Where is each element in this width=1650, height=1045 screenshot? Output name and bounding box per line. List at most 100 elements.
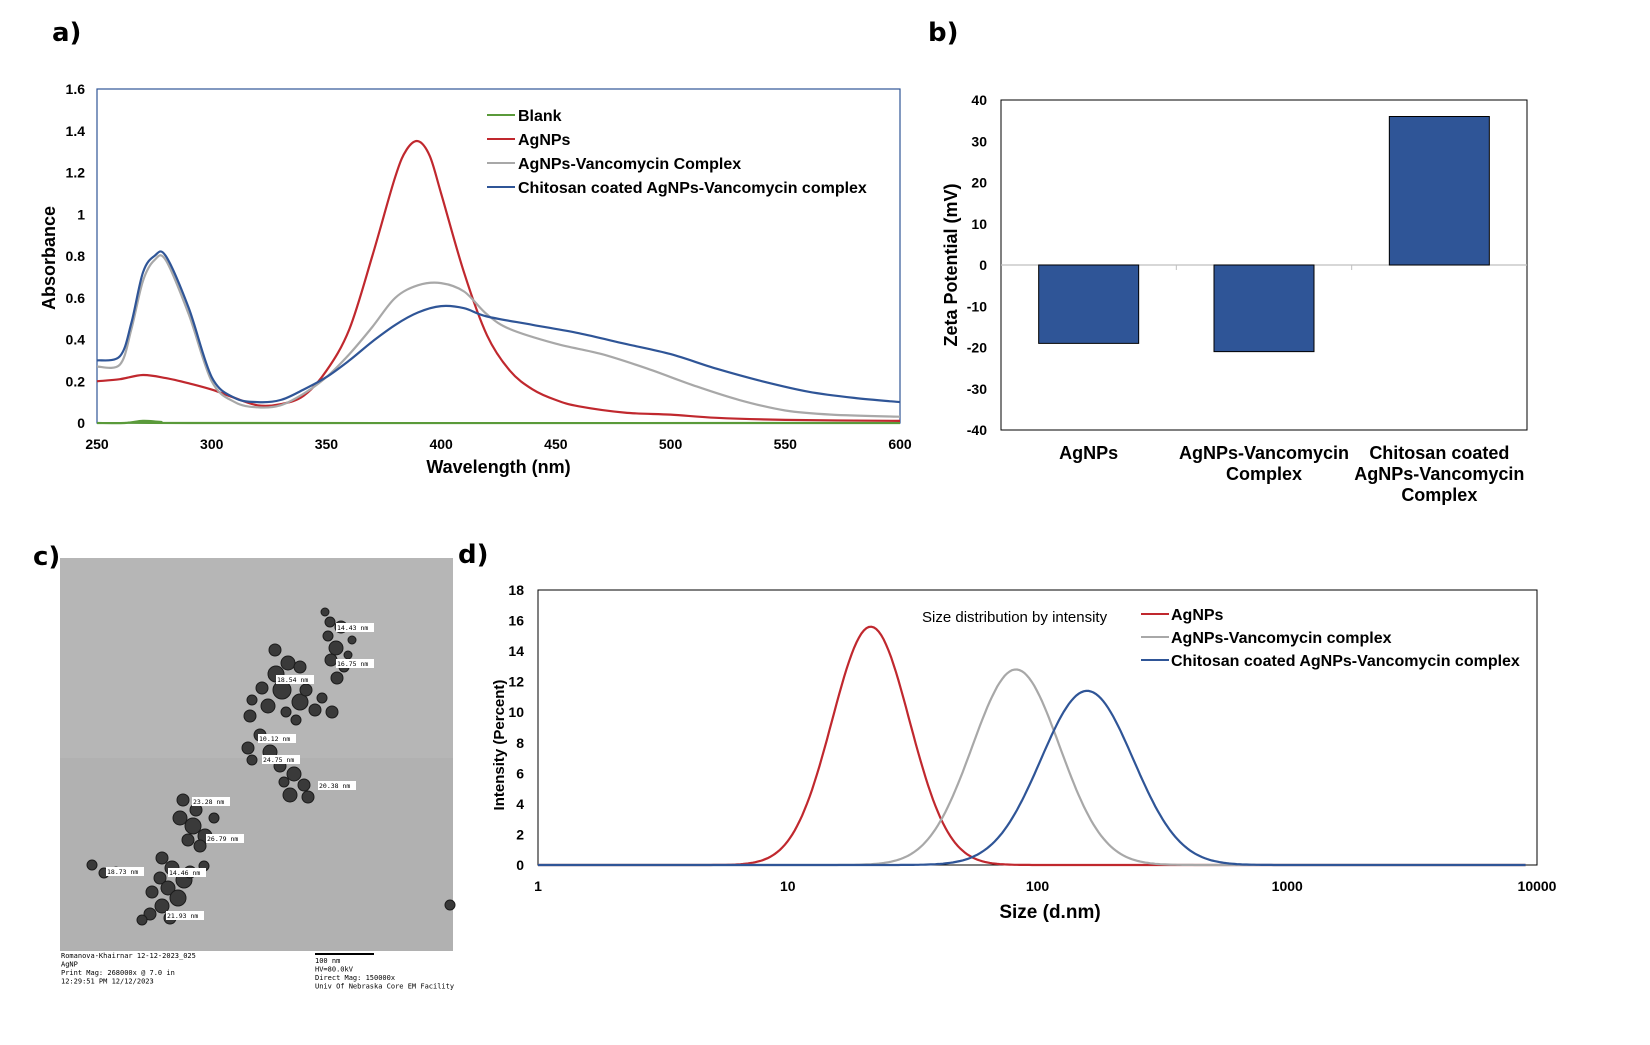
nanoparticle [320,607,330,617]
y-tick-label-b: -20 [967,340,987,356]
y-tick-label-b: 40 [971,92,987,108]
series-line-a [96,254,901,418]
category-label-b: Complex [1401,485,1477,505]
y-tick-label-d: 12 [508,674,524,690]
size-label: 18.54 nm [277,676,308,684]
nanoparticle [255,681,269,695]
x-axis-title-a: Wavelength (nm) [426,457,570,477]
size-label: 21.93 nm [167,912,198,920]
nanoparticle [143,907,157,921]
y-tick-label-a: 0.6 [66,290,86,306]
y-axis-title-b: Zeta Potential (mV) [941,183,961,346]
nanoparticle [246,754,258,766]
nanoparticle [268,643,282,657]
legend-label-a: Blank [518,108,562,125]
nanoparticle [260,698,276,714]
size-label: 16.75 nm [337,660,368,668]
size-label-box [168,868,206,877]
chart-title-d: Size distribution by intensity [922,609,1108,626]
panel-label-d: d) [458,540,489,570]
nanoparticle [278,776,290,788]
tem-micrograph: 14.43 nm 16.75 nm 18.54 nm 10.12 nm 24.75 nm… [60,558,456,991]
chart-size-distribution: 0 2 4 6 8 10 12 14 16 18 1 10 100 1000 10000 Size (d.nm… [491,582,1557,923]
size-label: 10.12 nm [259,735,290,743]
tem-background-shade [60,758,453,951]
nanoparticle [181,833,195,847]
x-tick-label-a: 500 [659,436,683,452]
size-label-box [166,911,204,920]
y-tick-label-b: 20 [971,175,987,191]
nanoparticle [243,709,257,723]
series-line-a [96,139,901,422]
x-tick-label-a: 300 [200,436,224,452]
nanoparticle [325,705,339,719]
chart-absorbance: 0 0.2 0.4 0.6 0.8 1 1.2 1.4 1.6 250 300 350 400 450 50… [39,81,912,477]
y-tick-label-b: -10 [967,298,987,314]
tem-footer-right: Direct Mag: 150000x [315,974,395,982]
nanoparticle [316,692,328,704]
size-label: 23.28 nm [193,798,224,806]
nanoparticle [328,640,344,656]
x-tick-label-d: 1000 [1272,878,1303,894]
nanoparticle [160,880,176,896]
y-tick-label-d: 4 [516,796,524,812]
legend-label-a: Chitosan coated AgNPs-Vancomycin complex [518,180,867,197]
tem-footer-left: Print Mag: 268000x @ 7.0 in [61,969,175,977]
x-tick-label-a: 600 [888,436,912,452]
x-tick-label-d: 10 [780,878,796,894]
legend-label-d: Chitosan coated AgNPs-Vancomycin complex [1171,653,1520,670]
nanoparticle [172,810,188,826]
size-label: 18.73 nm [107,868,138,876]
nanoparticle [155,851,169,865]
nanoparticle [282,787,298,803]
nanoparticle [286,766,302,782]
nanoparticle [241,741,255,755]
y-tick-label-b: 0 [979,257,987,273]
panel-label-c: c) [33,542,61,572]
nanoparticle [347,635,357,645]
nanoparticle [322,630,334,642]
tem-footer-right: Univ Of Nebraska Core EM Facility [315,983,454,991]
nanoparticle [290,714,302,726]
x-tick-label-d: 1 [534,878,542,894]
size-label-box [318,781,356,790]
nanoparticle [324,653,338,667]
nanoparticle [293,660,307,674]
category-label-b: AgNPs-Vancomycin [1354,464,1524,484]
category-label-b: Chitosan coated [1369,443,1509,463]
tem-footer-right: HV=80.0kV [315,966,354,974]
tem-footer-left: 12:29:51 PM 12/12/2023 [61,978,154,986]
nanoparticle [291,693,309,711]
category-label-b: AgNPs-Vancomycin [1179,443,1349,463]
size-label: 24.75 nm [263,756,294,764]
series-line-a [96,250,901,404]
legend-label-a: AgNPs-Vancomycin Complex [518,156,741,173]
legend-label-d: AgNPs [1171,607,1224,624]
x-tick-label-d: 10000 [1518,878,1557,894]
series-line-d [538,668,1526,867]
nanoparticle [330,671,344,685]
bar-b [1388,116,1490,266]
size-label-box [106,867,144,876]
nanoparticle [324,616,336,628]
size-label-box [336,659,374,668]
y-tick-label-b: -30 [967,381,987,397]
size-label: 14.43 nm [337,624,368,632]
nanoparticle [208,812,220,824]
x-tick-label-a: 350 [315,436,339,452]
nanoparticle [154,898,170,914]
y-tick-label-a: 1.4 [66,123,86,139]
nanoparticle [153,871,167,885]
size-label-box [336,623,374,632]
x-tick-label-d: 100 [1026,878,1050,894]
y-tick-label-d: 2 [516,826,524,842]
x-axis-title-d: Size (d.nm) [999,902,1100,923]
y-tick-label-d: 0 [516,857,524,873]
size-label-box [258,734,296,743]
legend-label-a: AgNPs [518,132,571,149]
legend-label-d: AgNPs-Vancomycin complex [1171,630,1392,647]
nanoparticle [301,790,315,804]
chart-zeta-potential: 40 30 20 10 0 -10 -20 -30 -40 AgNPs AgNPs-Vancomyc… [941,92,1528,505]
series-line-d [538,689,1526,867]
